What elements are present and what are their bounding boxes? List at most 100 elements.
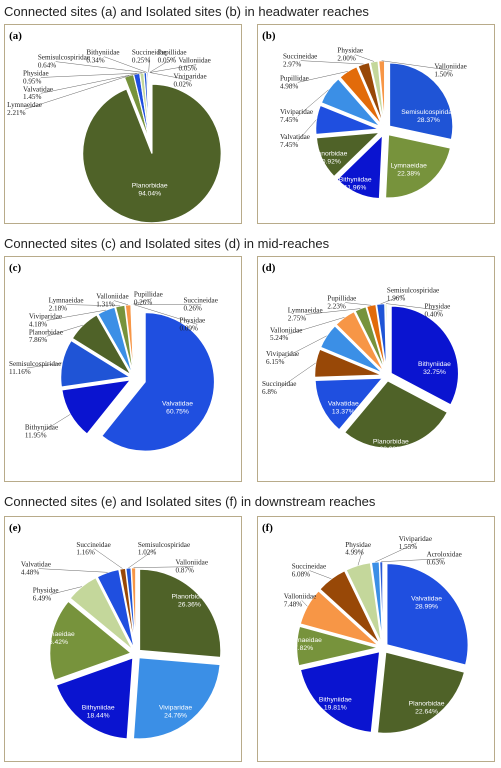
slice-label-d-semisulcospiridae: Semisulcospiridae <box>387 287 439 295</box>
leader-line-b-5 <box>297 89 329 117</box>
slice-value-b-lymnaeidae: 22.38% <box>397 170 420 177</box>
slice-value-d-physidae: 0.40% <box>425 310 443 318</box>
slice-value-b-planorbidae: 10.92% <box>318 159 341 166</box>
slice-value-e-succineidae: 1.16% <box>76 549 94 557</box>
leader-line-d-7 <box>345 302 372 306</box>
slice-value-e-bithyniidae: 18.44% <box>87 712 110 719</box>
leader-line-c-1 <box>42 414 71 432</box>
leader-line-a-1 <box>24 75 129 110</box>
slice-label-e-valloniidae: Valloniidae <box>176 559 208 567</box>
slice-value-c-physidae: 0.09% <box>179 324 197 332</box>
slice-label-a-succineidae: Succineidae <box>132 49 166 57</box>
slice-label-a-planorbidae: Planorbidae <box>132 182 168 189</box>
slice-label-b-semisulcospiridae: Semisulcospiridae <box>401 109 456 116</box>
slice-label-e-planorbidae: Planorbidae <box>171 593 207 600</box>
leader-line-b-9 <box>381 60 453 71</box>
leader-line-a-6 <box>148 56 150 73</box>
slice-value-c-valloniidae: 1.31% <box>96 301 114 309</box>
slice-value-a-valvatidae: 1.45% <box>23 93 41 101</box>
leader-line-a-2 <box>40 73 137 94</box>
slice-label-a-semisulcospiridae: Semisulcospiridae <box>38 54 90 62</box>
slice-label-a-physidae: Physidae <box>23 69 49 77</box>
leader-line-a-7 <box>149 56 176 73</box>
pie-slice-c-planorbidae <box>71 314 132 376</box>
slice-value-b-semisulcospiridae: 28.37% <box>417 117 440 124</box>
slice-label-e-semisulcospiridae: Semisulcospiridae <box>138 541 190 549</box>
leader-line-d-8 <box>380 294 405 305</box>
slice-value-a-planorbidae: 94.04% <box>138 190 161 197</box>
slice-value-e-valloniidae: 0.87% <box>176 567 194 575</box>
slice-label-f-succineidae: Succineidae <box>292 563 326 571</box>
pie-slice-f-bithyniidae <box>299 650 381 734</box>
slice-label-f-valloniidae: Valloniidae <box>284 592 316 600</box>
panel-label-b: (b) <box>262 30 276 42</box>
pie-slice-b-lymnaeidae <box>384 133 452 199</box>
panel-label-d: (d) <box>262 262 276 274</box>
pie-slice-d-succineidae <box>314 348 383 378</box>
leader-line-a-5 <box>104 56 148 73</box>
slice-value-a-lymnaeidae: 2.21% <box>7 109 25 117</box>
slice-value-b-viviparidae: 7.45% <box>280 116 298 124</box>
slice-value-b-physidae: 2.00% <box>337 55 355 63</box>
slice-value-f-valvatidae: 28.99% <box>415 603 438 610</box>
pie-panel-c: (c) Valvatidae 60.75% Bithyniidae 11.95% Semi… <box>4 256 242 482</box>
slice-value-d-pupillidae: 2.23% <box>327 303 345 311</box>
slice-label-d-lymnaeidae: Lymnaeidae <box>288 307 323 315</box>
slice-label-c-planorbidae: Planorbidae <box>29 328 63 336</box>
slice-label-c-viviparidae: Viviparidae <box>29 312 62 320</box>
leader-line-a-3 <box>40 72 142 78</box>
slice-label-f-lymnaeidae: Lymnaeidae <box>285 637 322 644</box>
pie-slice-c-valvatidae <box>100 311 216 452</box>
slice-label-f-physidae: Physidae <box>345 541 371 549</box>
pie-panel-f: (f) Valvatidae 28.99% Planorbidae 22.64% Bith… <box>257 516 495 762</box>
pie-slice-e-planorbidae <box>138 568 222 659</box>
pie-slice-f-valvatidae <box>386 562 469 666</box>
pie-slice-c-semisulcospiridae <box>60 339 132 388</box>
pie-slice-e-viviparidae <box>132 656 221 740</box>
leader-line-c-7 <box>131 298 152 305</box>
slice-value-c-viviparidae: 4.18% <box>29 320 47 328</box>
slice-value-e-viviparidae: 24.76% <box>164 712 187 719</box>
slice-label-c-semisulcospiridae: Semisulcospiridae <box>9 360 61 368</box>
pie-slice-b-semisulcospiridae <box>388 62 454 141</box>
leader-line-c-6 <box>114 300 129 306</box>
pie-slice-f-succineidae <box>318 569 381 645</box>
slice-label-b-valloniidae: Valloniidae <box>434 63 466 71</box>
pie-slice-d-valvatidae <box>314 377 384 431</box>
leader-line-e-8 <box>133 566 194 568</box>
slice-label-c-lymnaeidae: Lymnaeidae <box>49 297 84 305</box>
pie-panel-e: (e) Planorbidae 26.36% Viviparidae 24.76% Bit… <box>4 516 242 762</box>
slice-value-f-physidae: 4.99% <box>345 549 363 557</box>
slice-value-f-viviparidae: 1.55% <box>399 543 417 551</box>
section-title-downstream: Connected sites (e) and Isolated sites (… <box>4 494 376 509</box>
section-title-mid: Connected sites (c) and Isolated sites (… <box>4 236 330 251</box>
leader-line-e-4 <box>50 586 82 595</box>
slice-label-d-valloniidae: Valloniidae <box>270 326 302 334</box>
slice-value-b-valloniidae: 1.50% <box>434 70 452 78</box>
slice-label-d-pupillidae: Pupillidae <box>327 295 356 303</box>
slice-label-e-physidae: Physidae <box>33 586 59 594</box>
slice-value-c-succineidae: 0.26% <box>183 305 201 313</box>
panel-label-c: (c) <box>9 262 21 274</box>
slice-label-f-acroloxidae: Acroloxidae <box>427 551 462 559</box>
slice-label-b-viviparidae: Viviparidae <box>280 108 313 116</box>
leader-line-e-6 <box>94 548 123 569</box>
slice-label-b-bithyniidae: Bithyniidae <box>339 176 372 183</box>
leader-line-d-6 <box>305 308 361 315</box>
slice-value-f-bithyniidae: 19.81% <box>324 704 347 711</box>
leader-line-c-2 <box>26 362 63 369</box>
slice-label-c-pupillidae: Pupillidae <box>134 291 163 299</box>
slice-value-f-lymnaeidae: 7.82% <box>294 645 313 652</box>
leader-line-d-4 <box>283 335 327 359</box>
slice-value-f-planorbidae: 22.64% <box>415 708 438 715</box>
slice-value-a-semisulcospiridae: 0.64% <box>38 62 56 70</box>
slice-label-f-valvatidae: Valvatidae <box>411 595 442 602</box>
slice-label-e-succineidae: Succineidae <box>76 541 110 549</box>
leader-line-b-6 <box>297 71 348 83</box>
slice-value-b-valvatidae: 7.45% <box>280 141 298 149</box>
slice-label-c-valvatidae: Valvatidae <box>162 401 193 408</box>
slice-label-d-planorbidae: Planorbidae <box>373 438 409 445</box>
pie-slice-b-valvatidae <box>315 104 380 136</box>
slice-label-e-bithyniidae: Bithyniidae <box>82 704 115 711</box>
